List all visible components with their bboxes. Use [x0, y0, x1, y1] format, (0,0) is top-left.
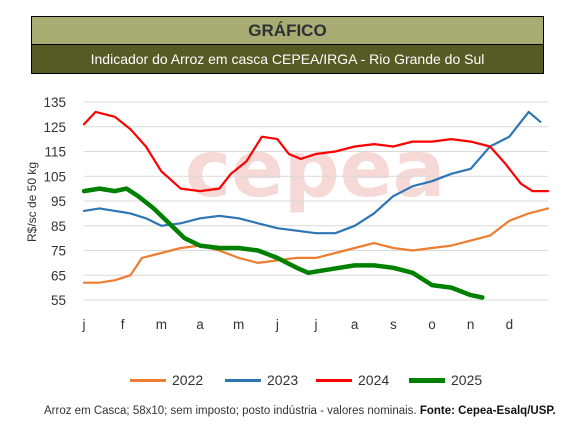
- x-tick-label: m: [156, 317, 167, 332]
- watermark-text: cepea: [185, 125, 446, 215]
- y-axis-label: R$/sc de 50 kg: [25, 162, 39, 242]
- footnote: Arroz em Casca; 58x10; sem imposto; post…: [44, 403, 564, 420]
- legend-swatch: [409, 377, 445, 383]
- footnote-source: Fonte: Cepea-Esalq/USP.: [419, 405, 556, 417]
- y-tick-label: 85: [51, 219, 66, 234]
- x-tick-label: f: [121, 317, 125, 332]
- y-tick-label: 75: [51, 244, 66, 259]
- x-tick-label: j: [275, 317, 279, 332]
- legend-item-2024: 2024: [316, 372, 389, 388]
- y-tick-label: 105: [43, 169, 66, 184]
- chart-subtitle: Indicador do Arroz em casca CEPEA/IRGA -…: [31, 45, 544, 74]
- series-line-2022: [82, 207, 550, 284]
- legend-label: 2024: [358, 372, 390, 388]
- chart-legend: 2022 2023 2024 2025: [0, 372, 588, 392]
- y-tick-label: 55: [51, 293, 66, 308]
- cepea-watermark: cepea: [185, 125, 446, 215]
- legend-item-2023: 2023: [225, 372, 298, 388]
- x-tick-label: n: [467, 317, 475, 332]
- legend-label: 2025: [451, 372, 483, 388]
- x-tick-label: d: [506, 317, 514, 332]
- y-tick-label: 125: [43, 120, 66, 135]
- chart-heading: GRÁFICO: [31, 16, 544, 45]
- y-tick-label: 65: [51, 268, 66, 283]
- y-tick-label: 115: [44, 145, 66, 160]
- x-tick-label: j: [82, 317, 86, 332]
- x-tick-label: a: [196, 317, 204, 332]
- x-tick-label: a: [351, 317, 359, 332]
- series-line-2025: [81, 186, 485, 300]
- series-line-2024: [82, 110, 550, 193]
- x-tick-label: m: [233, 317, 244, 332]
- x-tick-label: j: [314, 317, 318, 332]
- legend-swatch: [130, 378, 166, 382]
- legend-swatch: [316, 378, 352, 382]
- footnote-text: Arroz em Casca; 58x10; sem imposto; post…: [44, 405, 417, 417]
- legend-label: 2022: [172, 372, 204, 388]
- legend-label: 2023: [267, 372, 299, 388]
- x-tick-label: o: [428, 317, 436, 332]
- legend-item-2022: 2022: [130, 372, 203, 388]
- y-tick-label: 135: [43, 95, 66, 110]
- legend-item-2025: 2025: [409, 372, 482, 388]
- x-tick-label: s: [390, 317, 397, 332]
- series-line-2023: [82, 110, 542, 235]
- legend-swatch: [225, 378, 261, 382]
- y-tick-label: 95: [51, 194, 66, 209]
